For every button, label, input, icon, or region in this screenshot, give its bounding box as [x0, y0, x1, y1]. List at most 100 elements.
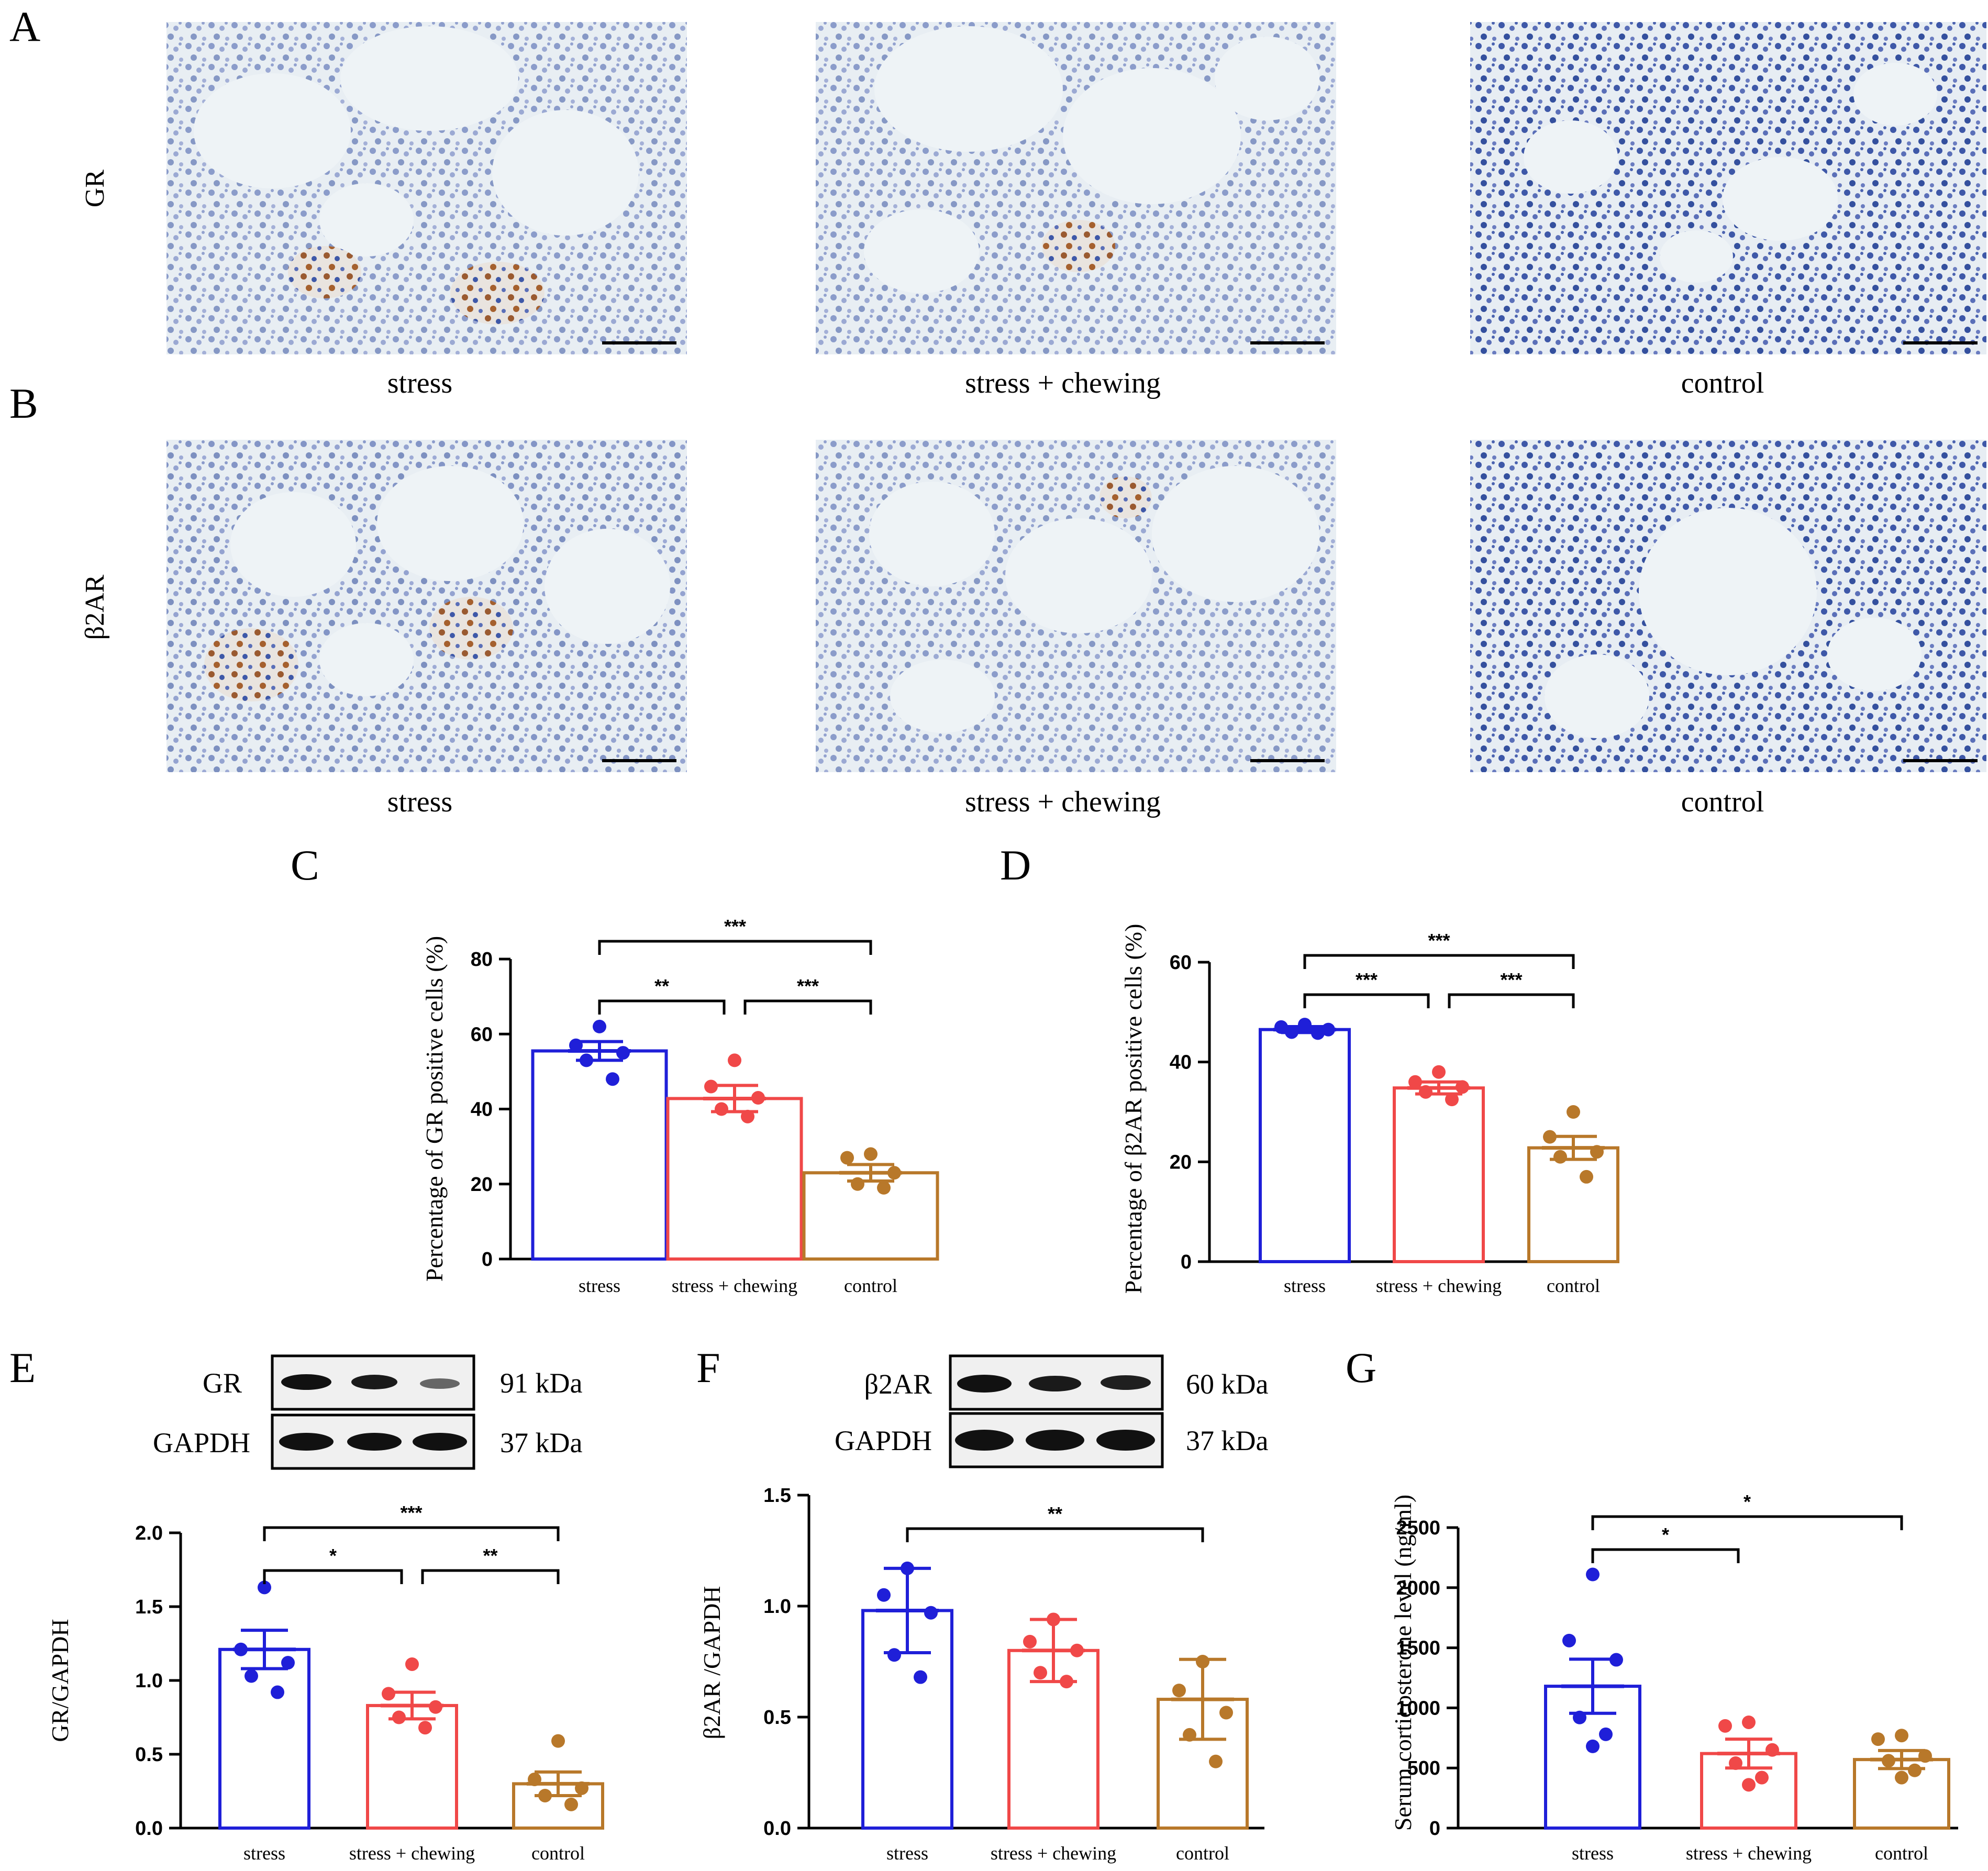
data-point — [1755, 1770, 1769, 1785]
data-point — [1553, 1150, 1567, 1164]
data-point — [1742, 1715, 1756, 1729]
scale-bar — [602, 759, 676, 762]
data-point — [1580, 1170, 1593, 1184]
data-point — [1742, 1778, 1756, 1792]
y-tick-label: 0 — [482, 1249, 493, 1271]
significance-bracket — [421, 1569, 560, 1584]
data-point — [1908, 1763, 1922, 1777]
y-axis-title: β2AR /GAPDH — [698, 1586, 725, 1739]
row-label-b2ar: β2AR — [80, 574, 110, 640]
micrograph-gr-stress-chewing — [816, 22, 1336, 354]
chart-f: 0.0 0.5 1.0 1.5 β2AR /GAPDH stress stress + ch… — [698, 1485, 1264, 1864]
data-point — [1408, 1075, 1422, 1089]
significance-bracket — [1591, 1548, 1740, 1563]
data-point — [1567, 1105, 1580, 1119]
data-point — [1543, 1130, 1557, 1144]
data-point — [1285, 1025, 1298, 1039]
data-point — [1573, 1710, 1586, 1724]
chart-c: 0 20 40 60 80 Percentage of GR positive cells… — [421, 916, 939, 1296]
data-point — [1023, 1634, 1037, 1649]
caption-b-stress-chewing: stress + chewing — [965, 786, 1161, 818]
data-point — [1895, 1729, 1908, 1743]
micrograph-b2ar-stress — [166, 440, 687, 772]
data-point — [271, 1685, 284, 1699]
x-category-label: stress + chewing — [991, 1843, 1116, 1864]
data-point — [382, 1687, 395, 1701]
data-point — [1609, 1653, 1623, 1667]
data-point — [245, 1669, 258, 1683]
y-axis-title: Serum corticosterone level (ng/ml) — [1390, 1495, 1416, 1831]
significance-label: ** — [1048, 1503, 1062, 1524]
data-point — [234, 1642, 248, 1656]
data-point — [1729, 1756, 1742, 1770]
significance-bracket — [743, 999, 872, 1015]
x-category-label: control — [844, 1275, 897, 1296]
data-point — [864, 1147, 878, 1161]
significance-bracket — [1591, 1515, 1903, 1530]
scale-bar — [1250, 759, 1325, 762]
data-point — [1183, 1728, 1196, 1742]
data-point — [1586, 1739, 1600, 1753]
bar-stress — [531, 1049, 668, 1261]
data-point — [1718, 1719, 1732, 1733]
x-category-label: stress — [579, 1275, 620, 1296]
significance-label: ** — [483, 1545, 497, 1566]
bar-chewing — [666, 1097, 803, 1261]
significance-label: ** — [654, 975, 669, 997]
y-tick-label: 0.5 — [763, 1707, 791, 1729]
bar-chewing — [366, 1703, 458, 1830]
data-point — [569, 1038, 583, 1052]
data-point — [887, 1648, 901, 1662]
data-point — [914, 1670, 927, 1684]
y-axis-title: Percentage of β2AR positive cells (%) — [1120, 924, 1147, 1294]
significance-label: *** — [1356, 969, 1378, 990]
significance-bracket — [1303, 954, 1575, 969]
data-point — [924, 1606, 938, 1620]
data-point — [1321, 1022, 1335, 1037]
panel-letter-a: A — [9, 3, 40, 50]
data-point — [575, 1781, 588, 1795]
data-point — [1586, 1567, 1600, 1582]
data-point — [593, 1019, 606, 1033]
y-tick-label: 1.5 — [763, 1485, 791, 1507]
data-point — [840, 1151, 854, 1165]
scale-bar — [1903, 759, 1978, 762]
significance-bracket — [263, 1526, 560, 1541]
data-point — [1196, 1655, 1209, 1668]
x-category-label: stress + chewing — [672, 1275, 797, 1296]
data-point — [1918, 1749, 1932, 1763]
significance-label: *** — [1428, 930, 1450, 951]
data-point — [877, 1588, 891, 1602]
data-point — [715, 1102, 728, 1116]
data-point — [429, 1700, 442, 1714]
panel-letter-f: F — [696, 1344, 720, 1391]
x-category-label: control — [1547, 1275, 1600, 1296]
panel-letter-g: G — [1346, 1344, 1376, 1391]
blot-e-top-label: GR — [203, 1367, 242, 1399]
blot-f-top-kda: 60 kDa — [1186, 1368, 1268, 1400]
y-tick-label: 2000 — [1396, 1577, 1440, 1599]
data-point — [1562, 1633, 1576, 1647]
scale-bar — [602, 341, 676, 344]
data-point — [1882, 1754, 1895, 1768]
data-point — [281, 1656, 295, 1670]
caption-a-stress: stress — [387, 367, 452, 399]
blot-f-bottom-label: GAPDH — [835, 1425, 932, 1456]
data-point — [901, 1561, 914, 1575]
caption-a-stress-chewing: stress + chewing — [965, 367, 1161, 399]
data-point — [704, 1079, 718, 1094]
data-point — [1432, 1065, 1446, 1079]
chart-d: 0 20 40 60 Percentage of β2AR positive cells… — [1120, 924, 1619, 1296]
x-category-label: stress — [1284, 1275, 1326, 1296]
significance-label: *** — [1500, 969, 1522, 990]
y-tick-label: 40 — [1170, 1052, 1192, 1074]
significance-bracket — [598, 940, 872, 955]
significance-bracket — [263, 1569, 403, 1584]
significance-label: *** — [724, 916, 746, 937]
y-tick-label: 0 — [1429, 1818, 1440, 1840]
blot-f-bottom-kda: 37 kDa — [1186, 1425, 1268, 1456]
data-point — [741, 1109, 754, 1123]
data-point — [1765, 1743, 1779, 1757]
x-category-label: stress — [243, 1843, 285, 1864]
